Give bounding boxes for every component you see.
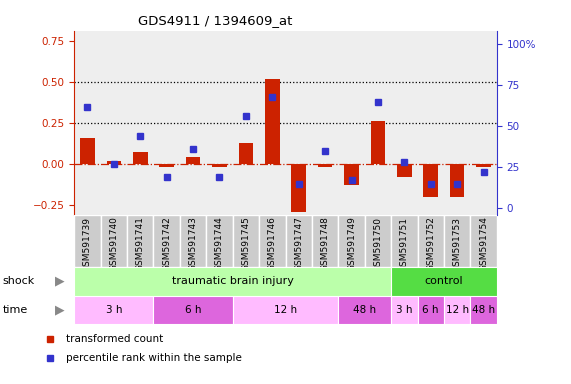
Bar	[318, 164, 332, 167]
Text: 3 h: 3 h	[396, 305, 413, 315]
Text: 12 h: 12 h	[445, 305, 469, 315]
Text: GSM591741: GSM591741	[136, 217, 145, 271]
Text: shock: shock	[3, 276, 35, 286]
FancyBboxPatch shape	[233, 296, 338, 324]
Text: control: control	[425, 276, 463, 286]
Bar	[424, 164, 438, 197]
FancyBboxPatch shape	[74, 215, 100, 267]
Bar	[186, 157, 200, 164]
Text: GSM591744: GSM591744	[215, 217, 224, 271]
Text: GSM591745: GSM591745	[242, 217, 251, 271]
FancyBboxPatch shape	[286, 215, 312, 267]
Bar	[80, 139, 95, 164]
FancyBboxPatch shape	[154, 215, 180, 267]
Text: 48 h: 48 h	[353, 305, 376, 315]
Bar	[344, 164, 359, 185]
FancyBboxPatch shape	[471, 296, 497, 324]
FancyBboxPatch shape	[312, 215, 338, 267]
Bar	[159, 164, 174, 167]
Text: 6 h: 6 h	[185, 305, 202, 315]
FancyBboxPatch shape	[74, 296, 154, 324]
FancyBboxPatch shape	[233, 215, 259, 267]
FancyBboxPatch shape	[444, 215, 471, 267]
Text: traumatic brain injury: traumatic brain injury	[172, 276, 293, 286]
FancyBboxPatch shape	[259, 215, 286, 267]
Text: GSM591748: GSM591748	[320, 217, 329, 271]
Text: GSM591754: GSM591754	[479, 217, 488, 271]
Text: GSM591739: GSM591739	[83, 217, 92, 271]
Text: GSM591751: GSM591751	[400, 217, 409, 271]
Bar	[450, 164, 464, 197]
Text: GDS4911 / 1394609_at: GDS4911 / 1394609_at	[138, 14, 292, 27]
Text: ▶: ▶	[55, 275, 65, 288]
Bar	[291, 164, 306, 212]
Text: 6 h: 6 h	[423, 305, 439, 315]
FancyBboxPatch shape	[154, 296, 233, 324]
Text: percentile rank within the sample: percentile rank within the sample	[66, 353, 242, 363]
Text: GSM591740: GSM591740	[109, 217, 118, 271]
FancyBboxPatch shape	[444, 296, 471, 324]
FancyBboxPatch shape	[74, 267, 391, 296]
Text: GSM591749: GSM591749	[347, 217, 356, 271]
Bar	[265, 79, 280, 164]
Bar	[133, 152, 147, 164]
FancyBboxPatch shape	[391, 267, 497, 296]
FancyBboxPatch shape	[206, 215, 233, 267]
Text: 48 h: 48 h	[472, 305, 495, 315]
Text: GSM591746: GSM591746	[268, 217, 277, 271]
Text: GSM591747: GSM591747	[294, 217, 303, 271]
FancyBboxPatch shape	[338, 215, 365, 267]
FancyBboxPatch shape	[471, 215, 497, 267]
FancyBboxPatch shape	[100, 215, 127, 267]
Text: GSM591750: GSM591750	[373, 217, 383, 271]
Text: 12 h: 12 h	[274, 305, 297, 315]
FancyBboxPatch shape	[338, 296, 391, 324]
FancyBboxPatch shape	[180, 215, 206, 267]
FancyBboxPatch shape	[391, 215, 417, 267]
Bar	[476, 164, 491, 167]
Text: GSM591743: GSM591743	[188, 217, 198, 271]
Bar	[212, 164, 227, 167]
Text: time: time	[3, 305, 28, 315]
Text: transformed count: transformed count	[66, 334, 163, 344]
Bar	[371, 121, 385, 164]
FancyBboxPatch shape	[365, 215, 391, 267]
FancyBboxPatch shape	[391, 296, 417, 324]
Text: 3 h: 3 h	[106, 305, 122, 315]
FancyBboxPatch shape	[127, 215, 154, 267]
Text: ▶: ▶	[55, 304, 65, 316]
Bar	[107, 161, 121, 164]
Text: GSM591752: GSM591752	[426, 217, 435, 271]
Text: GSM591753: GSM591753	[453, 217, 462, 271]
Text: GSM591742: GSM591742	[162, 217, 171, 271]
FancyBboxPatch shape	[417, 296, 444, 324]
Bar	[397, 164, 412, 177]
Bar	[239, 142, 253, 164]
FancyBboxPatch shape	[417, 215, 444, 267]
